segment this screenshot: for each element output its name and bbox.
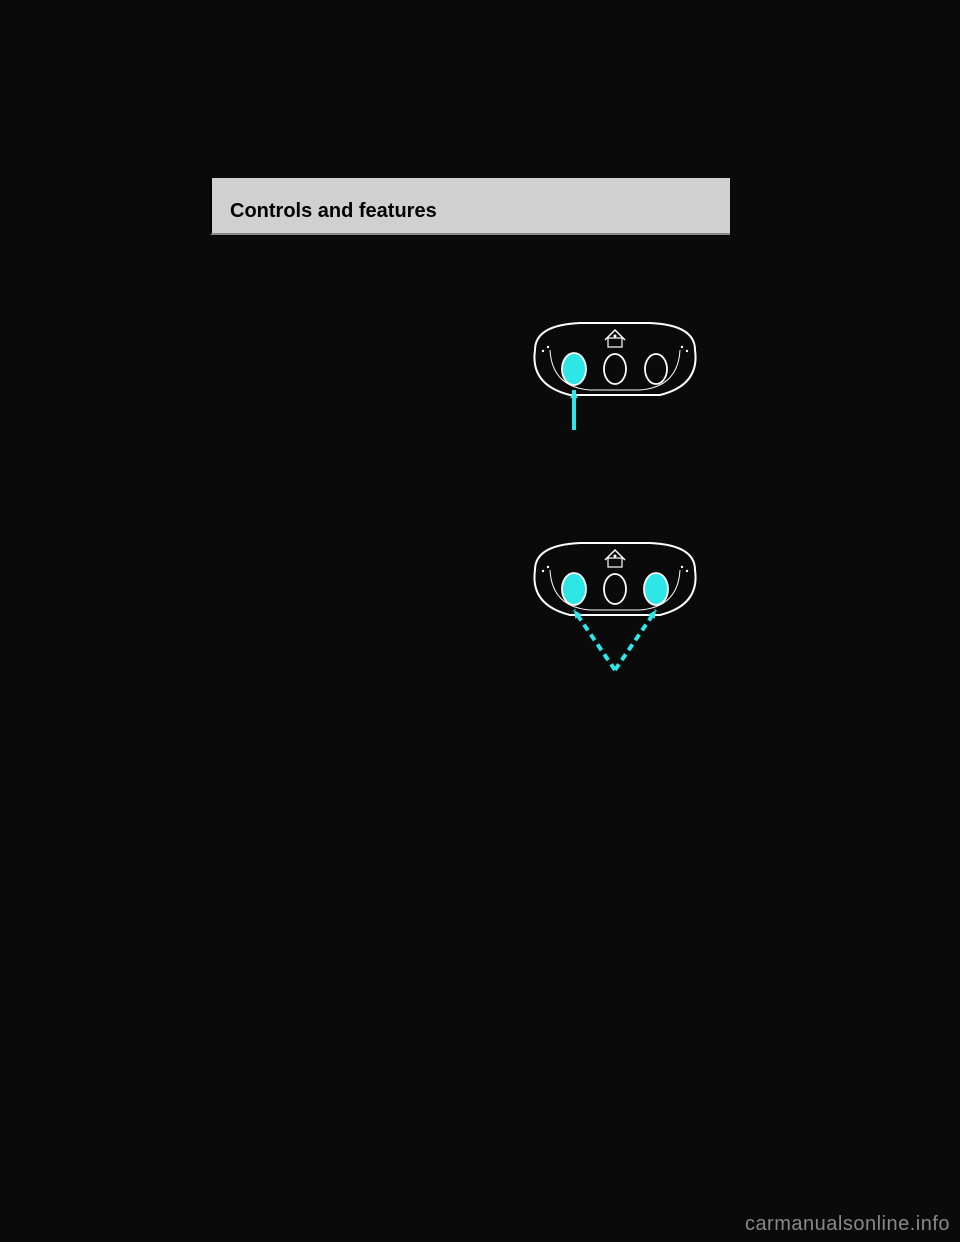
watermark: carmanualsonline.info (745, 1213, 950, 1236)
section-title: Controls and features (230, 200, 712, 223)
homelink-diagram-1 (500, 295, 730, 450)
section-header: Controls and features (210, 178, 730, 235)
content-block-2 (210, 515, 730, 695)
content-block-1 (210, 295, 730, 475)
homelink-diagram-2 (500, 515, 730, 690)
